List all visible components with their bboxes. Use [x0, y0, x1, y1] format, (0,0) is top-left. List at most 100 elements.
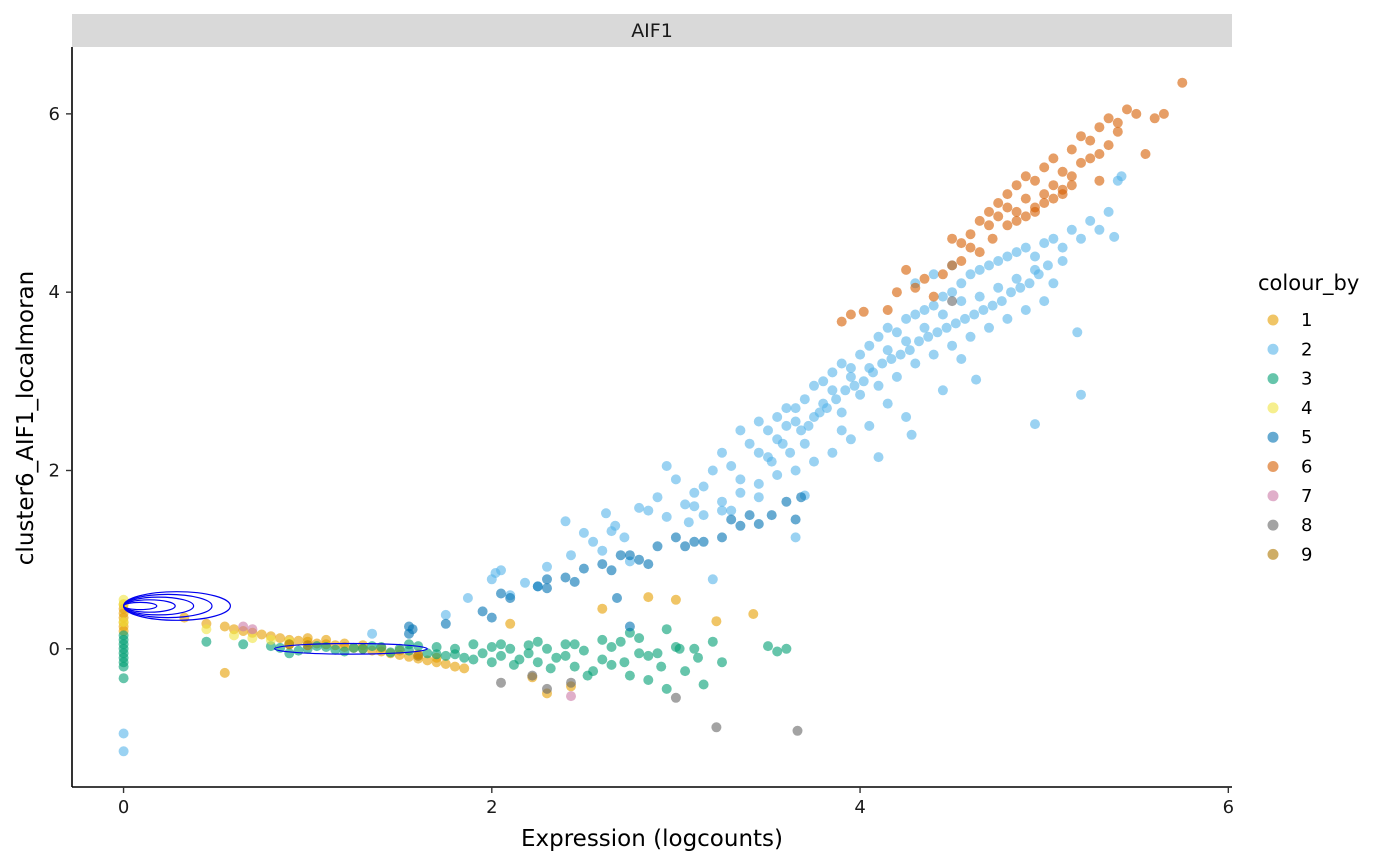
point-cluster-3-28 [486, 642, 497, 652]
point-cluster-3-10 [238, 639, 249, 650]
point-cluster-2-95 [1039, 238, 1050, 249]
point-cluster-2-54 [849, 380, 860, 391]
point-cluster-6-36 [965, 242, 976, 253]
point-cluster-2-108 [1076, 389, 1086, 400]
point-cluster-3-18 [394, 643, 405, 654]
point-cluster-2-170 [790, 465, 801, 476]
point-cluster-6-13 [974, 215, 985, 226]
point-cluster-2-52 [840, 385, 851, 396]
point-cluster-2-101 [1085, 215, 1096, 226]
point-cluster-2-166 [864, 420, 875, 431]
point-cluster-2-23 [661, 511, 672, 522]
point-cluster-1-37 [302, 633, 313, 644]
x-axis-title: Expression (logcounts) [521, 826, 783, 852]
point-cluster-2-160 [928, 269, 939, 280]
point-cluster-2-82 [978, 305, 989, 315]
point-cluster-5-34 [542, 574, 552, 585]
legend-label-3: 3 [1301, 369, 1312, 390]
point-cluster-2-40 [785, 447, 796, 458]
point-cluster-3-64 [619, 657, 630, 668]
point-cluster-2-9 [520, 577, 530, 588]
point-cluster-3-55 [597, 654, 608, 665]
point-cluster-2-87 [1002, 251, 1013, 262]
point-cluster-3-30 [505, 643, 516, 654]
point-cluster-2-162 [937, 385, 948, 396]
point-cluster-2-86 [996, 296, 1007, 307]
point-cluster-8-5 [711, 722, 722, 733]
point-cluster-5-14 [615, 550, 626, 561]
point-cluster-2-168 [827, 447, 838, 458]
y-axis-title: cluster6_AIF1_localmoran [13, 271, 39, 565]
legend-key-6 [1267, 461, 1279, 472]
point-cluster-2-89 [1011, 247, 1022, 258]
point-cluster-3-78 [311, 641, 322, 652]
point-cluster-6-20 [1039, 162, 1050, 173]
point-cluster-2-125 [753, 416, 764, 427]
point-cluster-3-82 [496, 639, 506, 650]
point-cluster-2-42 [796, 425, 807, 436]
point-cluster-3-58 [486, 657, 497, 668]
point-cluster-6-50 [1103, 140, 1114, 151]
x-tick-label-2: 2 [486, 797, 497, 818]
point-cluster-6-10 [947, 260, 958, 271]
point-cluster-6-12 [965, 229, 976, 240]
point-cluster-5-29 [790, 514, 801, 525]
point-cluster-2-165 [882, 398, 893, 409]
point-cluster-8-3 [566, 677, 576, 688]
point-cluster-2-62 [886, 354, 897, 364]
point-cluster-3-51 [698, 679, 709, 690]
point-cluster-6-61 [974, 247, 985, 258]
point-cluster-2-17 [601, 508, 611, 519]
point-cluster-2-72 [932, 327, 943, 338]
point-cluster-2-33 [744, 438, 755, 449]
point-cluster-5-23 [726, 514, 737, 525]
y-tick-label-2: 2 [49, 460, 60, 481]
point-cluster-3-35 [551, 652, 562, 663]
point-cluster-6-21 [1048, 153, 1059, 164]
point-cluster-4-6 [265, 634, 276, 645]
point-cluster-2-37 [772, 412, 783, 422]
point-cluster-2-25 [680, 499, 691, 510]
point-cluster-2-28 [698, 481, 709, 492]
point-cluster-1-53 [711, 616, 722, 627]
point-cluster-6-25 [1085, 135, 1096, 146]
point-cluster-7-2 [566, 691, 576, 702]
point-cluster-3-59 [468, 654, 479, 665]
point-cluster-2-119 [606, 526, 617, 537]
point-cluster-2-26 [683, 517, 694, 528]
point-cluster-3-37 [569, 661, 580, 672]
legend-label-5: 5 [1301, 427, 1312, 448]
point-cluster-3-71 [661, 624, 672, 635]
point-cluster-2-4 [462, 593, 473, 603]
point-cluster-2-60 [877, 358, 888, 369]
point-cluster-3-12 [284, 648, 295, 659]
legend-key-1 [1267, 314, 1279, 326]
point-cluster-3-27 [477, 648, 488, 659]
point-cluster-2-142 [910, 358, 921, 369]
point-cluster-3-85 [606, 642, 617, 652]
point-cluster-2-100 [1076, 233, 1086, 244]
point-cluster-2-51 [836, 358, 847, 369]
point-cluster-2-126 [763, 452, 773, 463]
point-cluster-8-4 [670, 692, 681, 703]
legend-label-8: 8 [1301, 515, 1312, 536]
point-cluster-2-83 [984, 260, 994, 271]
point-cluster-2-56 [858, 376, 869, 387]
point-cluster-2-43 [799, 394, 810, 405]
point-cluster-2-102 [1094, 224, 1105, 235]
point-cluster-3-65 [656, 661, 667, 672]
point-cluster-6-48 [1085, 153, 1096, 164]
point-cluster-4-5 [247, 633, 258, 644]
point-cluster-2-174 [717, 496, 727, 507]
point-cluster-2-169 [809, 456, 819, 467]
point-cluster-2-148 [965, 331, 976, 342]
point-cluster-5-17 [652, 541, 663, 552]
point-cluster-5-33 [643, 559, 654, 570]
point-cluster-6-16 [1002, 189, 1013, 200]
point-cluster-3-76 [348, 642, 359, 653]
point-cluster-2-156 [1039, 296, 1050, 307]
point-cluster-6-23 [1066, 144, 1077, 155]
point-cluster-5-7 [532, 581, 543, 592]
y-tick-label-4: 4 [49, 282, 60, 303]
point-cluster-2-121 [661, 461, 672, 471]
